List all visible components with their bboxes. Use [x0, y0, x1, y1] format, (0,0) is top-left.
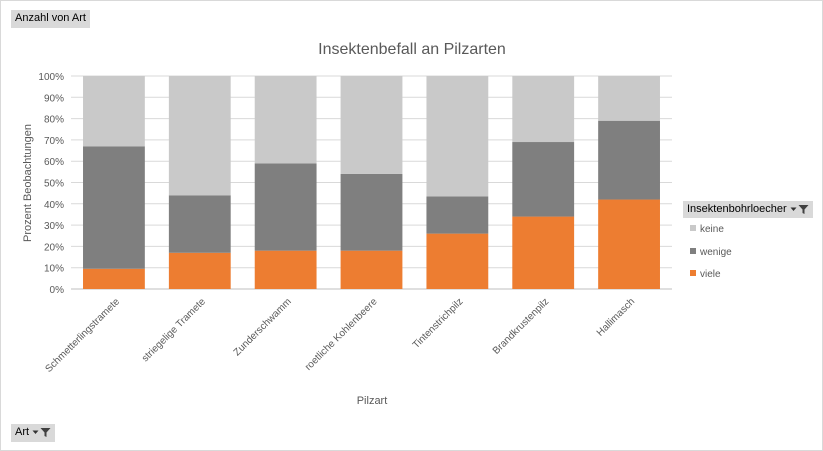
- filter-icon: [798, 204, 809, 214]
- value-field-button[interactable]: Anzahl von Art: [11, 10, 90, 28]
- legend-filter-dropdown[interactable]: [790, 204, 809, 215]
- chevron-down-icon: [790, 207, 797, 211]
- filter-icon: [40, 428, 51, 437]
- legend-field-button[interactable]: Insektenbohrloecher: [683, 201, 813, 218]
- axis-filter-dropdown[interactable]: [32, 427, 51, 438]
- axis-field-button[interactable]: Art: [11, 424, 56, 442]
- legend-field-label: Insektenbohrloecher: [687, 202, 787, 215]
- value-field-label: Anzahl von Art: [15, 12, 86, 24]
- chevron-down-icon: [32, 430, 39, 434]
- axis-field-label: Art: [15, 426, 30, 438]
